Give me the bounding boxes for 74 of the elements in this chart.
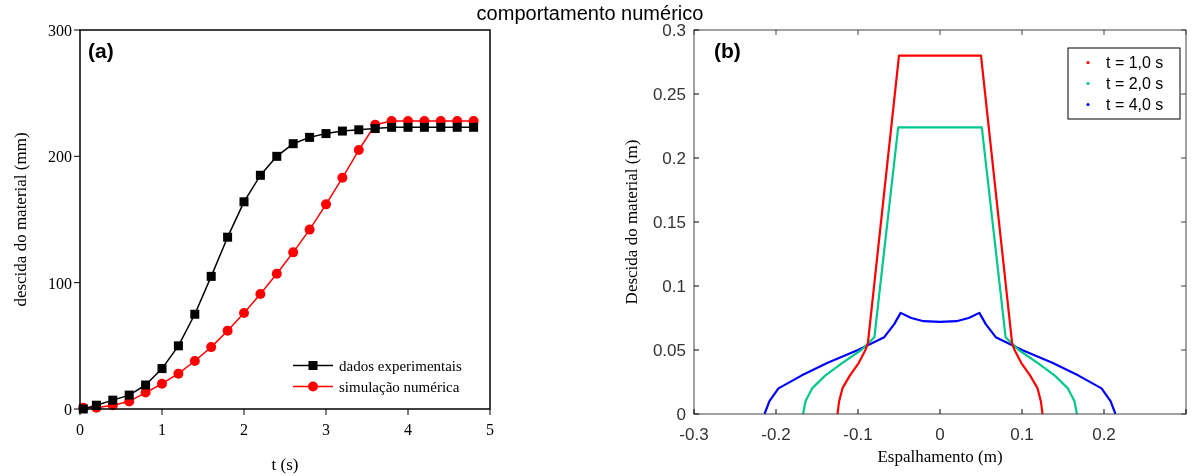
y-tick-label: 0.3 xyxy=(662,21,686,40)
y-tick-label: 0.05 xyxy=(652,341,686,360)
annotation: (a) xyxy=(88,39,114,62)
point xyxy=(239,307,249,318)
line-series xyxy=(801,126,1079,416)
point xyxy=(436,122,446,132)
point xyxy=(403,122,413,132)
x-tick-label: -0.2 xyxy=(761,425,791,444)
point xyxy=(271,268,282,279)
legend-label: dados experimentais xyxy=(339,357,463,374)
y-tick-label: 0.15 xyxy=(652,213,686,232)
line-series xyxy=(763,311,1117,416)
x-tick-label: -0.1 xyxy=(843,425,873,444)
point xyxy=(190,309,200,319)
annotation: (b) xyxy=(714,39,741,62)
point xyxy=(222,325,233,336)
point xyxy=(354,125,364,135)
y-tick-label: 100 xyxy=(48,274,72,292)
point xyxy=(419,122,429,132)
x-axis-title: t (s) xyxy=(271,455,299,474)
y-tick-label: 0 xyxy=(64,401,72,418)
point xyxy=(239,197,249,207)
x-tick-label: 1 xyxy=(158,421,166,438)
point xyxy=(141,380,151,390)
point xyxy=(255,289,266,300)
y-axis-title: descida do material (mm) xyxy=(11,132,30,307)
point xyxy=(353,145,364,156)
y-tick-label: 0.2 xyxy=(662,149,686,168)
point xyxy=(157,364,167,374)
text: t = 4,0 s xyxy=(1106,95,1164,113)
y-tick-label: 0.1 xyxy=(662,277,686,296)
point xyxy=(255,170,265,180)
point xyxy=(206,342,217,353)
y-tick-label: 0 xyxy=(676,405,686,424)
point xyxy=(321,129,331,139)
point xyxy=(305,132,315,142)
y-tick-label: 200 xyxy=(48,148,72,166)
point xyxy=(272,151,282,161)
y-tick-label: 0.25 xyxy=(652,85,686,104)
point xyxy=(304,224,315,235)
line-series xyxy=(836,54,1044,416)
point xyxy=(387,122,397,132)
point xyxy=(124,390,134,400)
x-tick-label: 2 xyxy=(240,421,248,438)
point xyxy=(157,378,167,389)
text: t = 1,0 s xyxy=(1106,53,1164,71)
point xyxy=(288,247,299,258)
y-axis-title: Descida do material (m) xyxy=(622,139,641,305)
point xyxy=(337,172,348,183)
point xyxy=(173,341,183,351)
y-tick-label: 300 xyxy=(48,22,72,39)
x-tick-label: 0 xyxy=(935,425,945,444)
point xyxy=(108,395,118,405)
x-axis-title: Espalhamento (m) xyxy=(877,447,1003,466)
point xyxy=(469,122,479,132)
x-tick-label: 0 xyxy=(76,421,84,438)
point xyxy=(288,139,298,149)
point xyxy=(370,124,380,134)
text: comportamento numérico xyxy=(476,2,704,24)
legend-label: simulação numérica xyxy=(339,378,460,395)
x-tick-label: 4 xyxy=(404,421,412,438)
point xyxy=(206,271,216,281)
x-tick-label: -0.3 xyxy=(679,425,709,444)
point xyxy=(321,199,331,210)
x-tick-label: 3 xyxy=(322,421,330,438)
point xyxy=(173,368,184,379)
x-tick-label: 5 xyxy=(486,421,494,438)
point xyxy=(189,355,200,366)
x-tick-label: 0.2 xyxy=(1092,425,1116,444)
text: t = 2,0 s xyxy=(1106,74,1164,92)
point xyxy=(337,126,347,136)
x-tick-label: 0.1 xyxy=(1010,425,1034,444)
point xyxy=(223,232,233,242)
point xyxy=(452,122,462,132)
